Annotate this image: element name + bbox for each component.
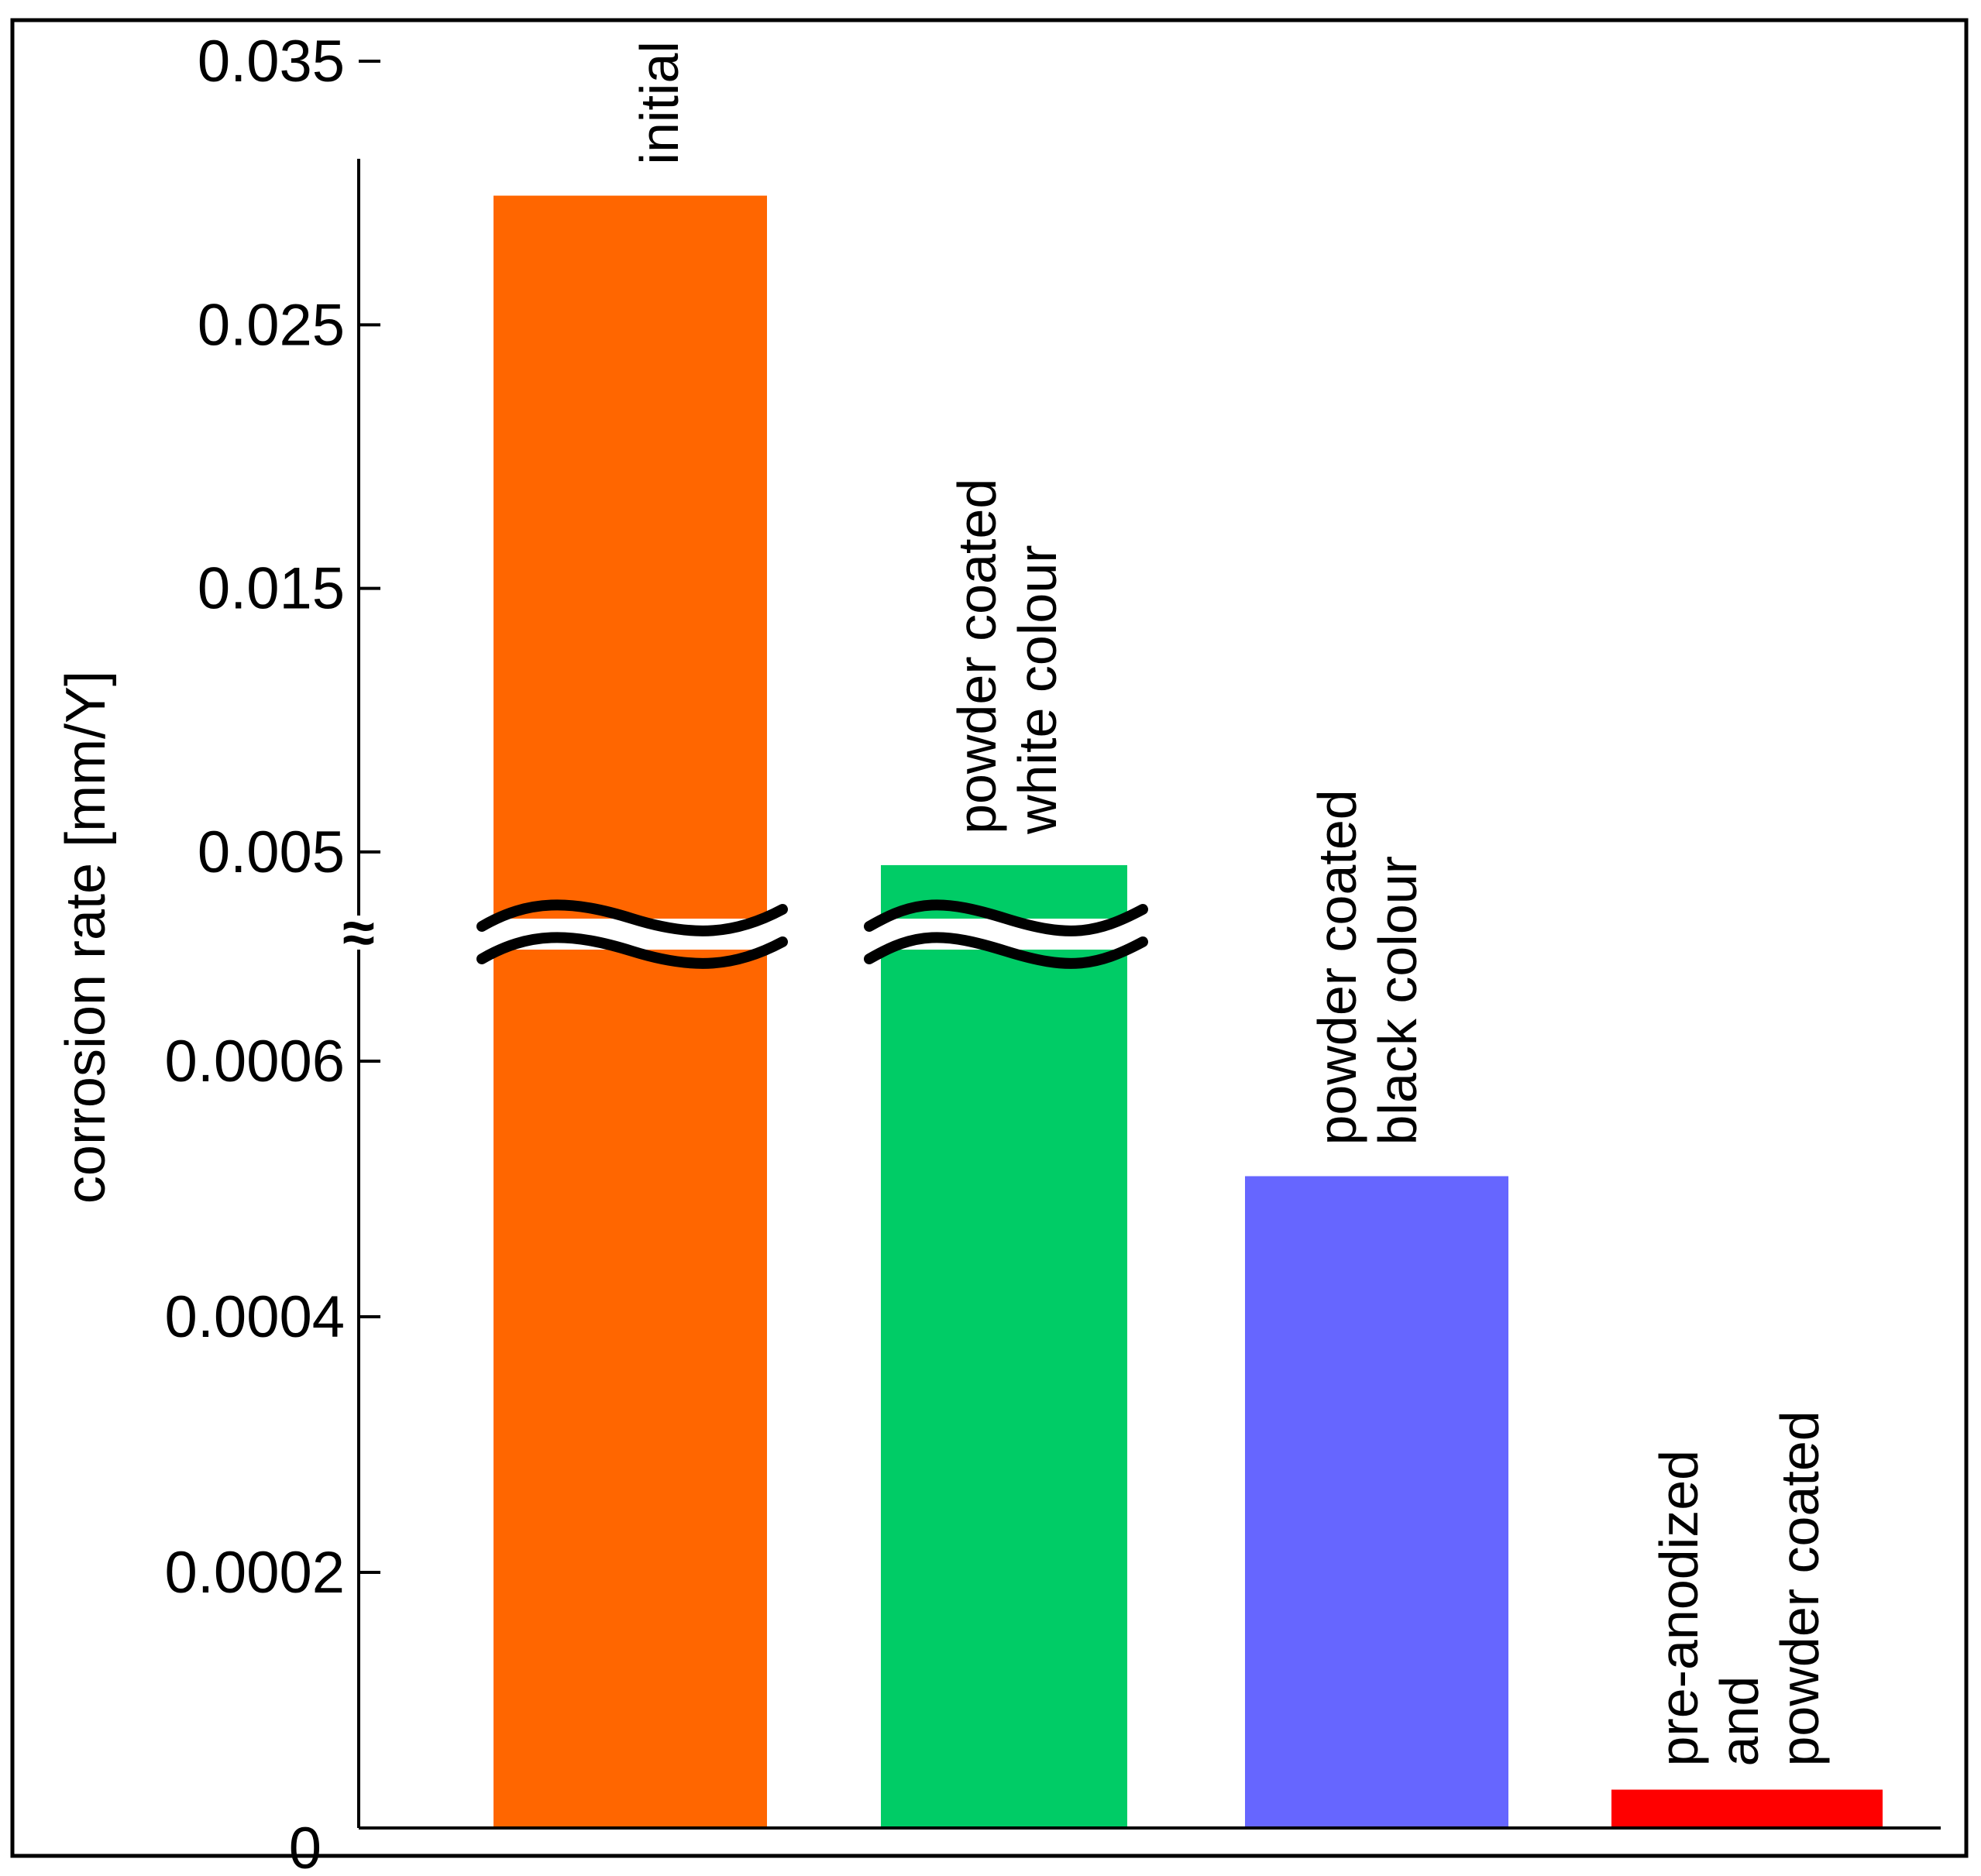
y-axis-break-symbol: ≈ bbox=[342, 900, 375, 966]
bar-3 bbox=[1245, 1176, 1508, 1828]
axis-break-mark-2 bbox=[864, 899, 1148, 969]
axes-layer: ≈0 0.0002 0.0004 0.0006 0.005 0.015 0.025 0.035… bbox=[55, 29, 1941, 1876]
bar-3-label-line-2: black colour bbox=[1367, 856, 1428, 1146]
bar-3-label-line-1: powder coated bbox=[1307, 789, 1367, 1145]
bars-layer bbox=[494, 195, 1883, 1829]
bar-1-label-line-1: initial bbox=[629, 41, 690, 165]
bar-2-label-line-2: white colour bbox=[1007, 545, 1068, 835]
y-tick-label-upper-0: 0.005 bbox=[198, 819, 345, 885]
y-axis-title: corrosion rate [mm/Y] bbox=[55, 671, 117, 1204]
bar-1 bbox=[494, 195, 767, 1829]
bar-2-label-line-1: powder coated bbox=[947, 479, 1007, 834]
y-tick-label-lower-1: 0.0002 bbox=[165, 1540, 345, 1606]
bar-2 bbox=[881, 864, 1127, 1828]
y-tick-label-upper-3: 0.035 bbox=[198, 29, 345, 94]
y-tick-label-lower-0: 0 bbox=[289, 1816, 322, 1876]
y-tick-label-lower-3: 0.0006 bbox=[165, 1029, 345, 1094]
bar-4 bbox=[1611, 1789, 1883, 1828]
axis-break-layer bbox=[476, 899, 1148, 969]
y-tick-label-upper-1: 0.015 bbox=[198, 556, 345, 622]
bar-4-label-line-2: and bbox=[1709, 1676, 1769, 1767]
y-tick-label-lower-2: 0.0004 bbox=[165, 1284, 345, 1350]
figure-frame bbox=[10, 18, 1969, 1858]
bar-4-label-line-1: pre-anodized bbox=[1649, 1450, 1709, 1767]
bar-4-label-line-3: powder coated bbox=[1769, 1410, 1830, 1766]
y-tick-label-upper-2: 0.025 bbox=[198, 292, 345, 358]
axis-break-mark-1 bbox=[476, 899, 788, 969]
